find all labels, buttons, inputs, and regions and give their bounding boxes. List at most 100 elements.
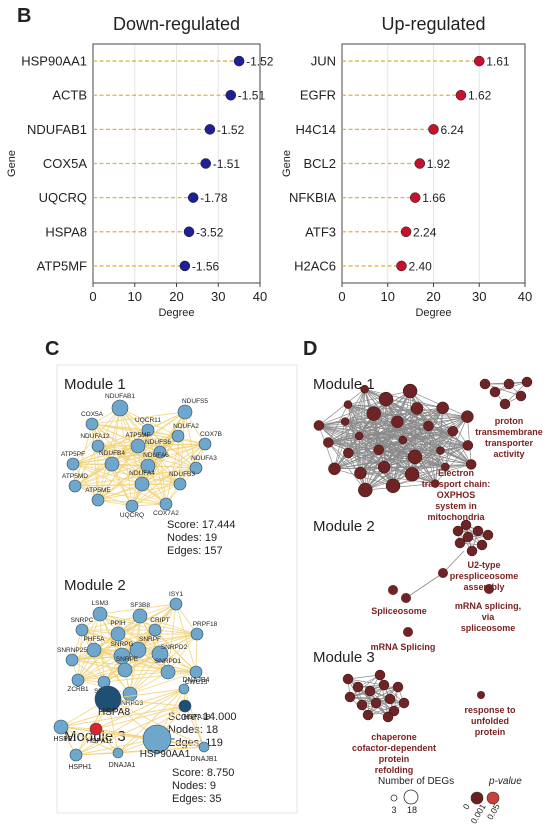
ppi-edge [99,613,197,673]
ppi-node [173,477,187,491]
term-label: Spliceosome [371,606,427,616]
term-edge [364,399,387,491]
ppi-node [112,747,124,759]
term-label: transport chain: [422,479,491,489]
module-stat: Nodes: 9 [172,780,216,792]
term-node [356,699,368,711]
term-node [378,391,394,407]
term-node [460,519,472,531]
module-stat: Score: 14.000 [168,711,237,723]
term-node [366,406,381,421]
term-node [313,420,325,431]
ppi-node [190,627,204,641]
term-edge [348,452,446,468]
lollipop-chart-down-regulated: Down-regulated 0 10 20 30 40 Degree Gene HSP90AA… [6,14,274,319]
module-title: Module 1 [313,376,375,393]
ppi-edge [72,463,143,485]
term-label: transmembrane [475,427,543,437]
module-stat: Score: 17.444 [167,519,236,531]
ppi-edge [97,483,143,501]
ppi-node-label: PPIH [110,620,125,627]
legend-color-swatch [470,791,484,805]
term-node [340,417,350,426]
y-axis-label: Gene [281,150,293,177]
data-label: -1.78 [200,191,228,205]
data-point [179,260,191,272]
term-label: mRNA Splicing [371,642,436,652]
term-edge [328,407,443,443]
ppi-node [66,457,80,471]
data-label: 1.92 [427,157,451,171]
ppi-edge [184,411,197,469]
ppi-node-label: SNRPE [116,656,139,663]
ppi-node [153,445,167,459]
term-node [398,697,410,709]
x-tick-label: 0 [338,289,345,304]
ppi-node-label: SNRPD3 [117,700,144,707]
module-stat: Edges: 157 [167,545,223,557]
ppi-node-label: HSPH1 [68,764,91,771]
term-edge [365,483,436,491]
term-node [342,673,354,685]
term-node [423,420,434,432]
ppi-node-label: SNRNP25 [57,647,87,654]
ppi-node [111,399,129,417]
term-node [479,378,491,390]
ppi-node [104,456,120,472]
term-node [398,435,408,445]
module-stat: Nodes: 18 [168,724,218,736]
term-node [436,446,445,455]
ppi-edge [97,483,181,501]
ppi-edge [74,485,167,505]
ppi-node-label: COX7A2 [153,510,179,517]
term-label: Electron [438,468,474,478]
ppi-node-label: UQCR11 [135,417,161,424]
data-point [474,55,485,67]
data-label: 1.61 [486,55,510,69]
x-axis-label: Degree [158,307,194,319]
x-tick-label: 40 [518,289,532,304]
term-edge [334,445,468,470]
ppi-edge [107,698,205,748]
data-label: -1.51 [238,89,266,103]
ppi-node [91,439,105,453]
ppi-edge [129,671,197,695]
data-label: -1.51 [213,157,241,171]
term-edge [347,404,468,418]
y-tick-label: ATF3 [305,224,336,239]
ppi-node-label: NDUFB4 [99,450,125,457]
ppi-node [198,741,210,753]
ppi-node [65,653,79,667]
y-tick-label: H2AC6 [294,258,336,273]
ppi-node-label: ATP5MF [125,432,150,439]
term-edge [344,421,468,446]
ppi-edge [95,705,186,730]
term-label: mRNA splicing, [455,601,521,611]
ppi-edge [91,411,186,425]
term-node [392,681,404,693]
term-node [385,478,401,494]
term-node [484,584,494,594]
term-node [370,697,382,709]
ppi-node-label: ISY1 [169,591,183,598]
ppi-node [68,479,82,493]
term-node [364,685,376,697]
data-label: 6.24 [441,123,465,137]
ppi-module: Module 1NDUFAB1COX5AUQCR11NDUFS5ATP5MFND… [61,376,236,557]
ppi-edge [154,629,197,673]
term-node [354,466,367,480]
ppi-edge [72,463,181,485]
ppi-node-label: PHF5A [84,636,106,643]
x-tick-label: 0 [89,289,96,304]
ppi-edge [72,411,186,465]
ppi-edge [74,423,93,487]
ppi-edge [81,615,141,631]
module-stat: Nodes: 19 [167,532,217,544]
ppi-edge [60,726,205,748]
term-node [343,447,354,459]
ppi-edge [71,629,156,661]
ppi-node [132,608,148,624]
ppi-node-label: NDUFS5 [182,398,208,405]
term-node [452,525,464,537]
ppi-node-label: HSPA8 [98,707,130,718]
